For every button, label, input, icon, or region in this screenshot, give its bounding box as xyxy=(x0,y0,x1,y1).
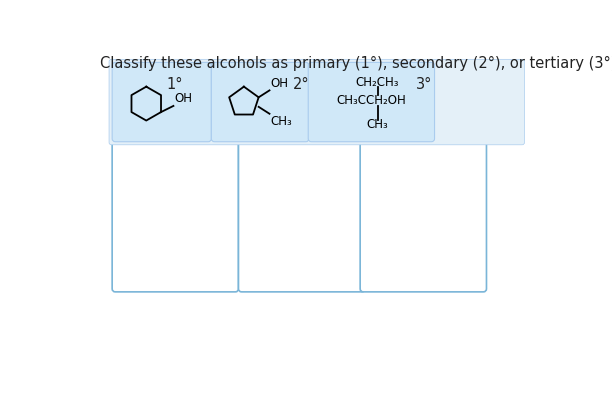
Text: CH₃: CH₃ xyxy=(367,118,389,131)
FancyBboxPatch shape xyxy=(308,62,435,142)
Text: Classify these alcohols as primary (1°), secondary (2°), or tertiary (3°).: Classify these alcohols as primary (1°),… xyxy=(100,56,612,71)
FancyBboxPatch shape xyxy=(211,62,309,142)
Text: OH: OH xyxy=(174,92,192,105)
Text: 2°: 2° xyxy=(293,77,310,92)
FancyBboxPatch shape xyxy=(112,85,239,292)
Text: OH: OH xyxy=(271,76,288,90)
Text: 1°: 1° xyxy=(166,77,183,92)
Text: 3°: 3° xyxy=(416,77,432,92)
Text: CH₂CH₃: CH₂CH₃ xyxy=(356,76,400,89)
FancyBboxPatch shape xyxy=(112,62,211,142)
FancyBboxPatch shape xyxy=(109,59,524,145)
FancyBboxPatch shape xyxy=(360,85,487,292)
Text: CH₃: CH₃ xyxy=(271,115,292,128)
FancyBboxPatch shape xyxy=(239,85,365,292)
Text: CH₃CCH₂OH: CH₃CCH₂OH xyxy=(337,94,406,107)
